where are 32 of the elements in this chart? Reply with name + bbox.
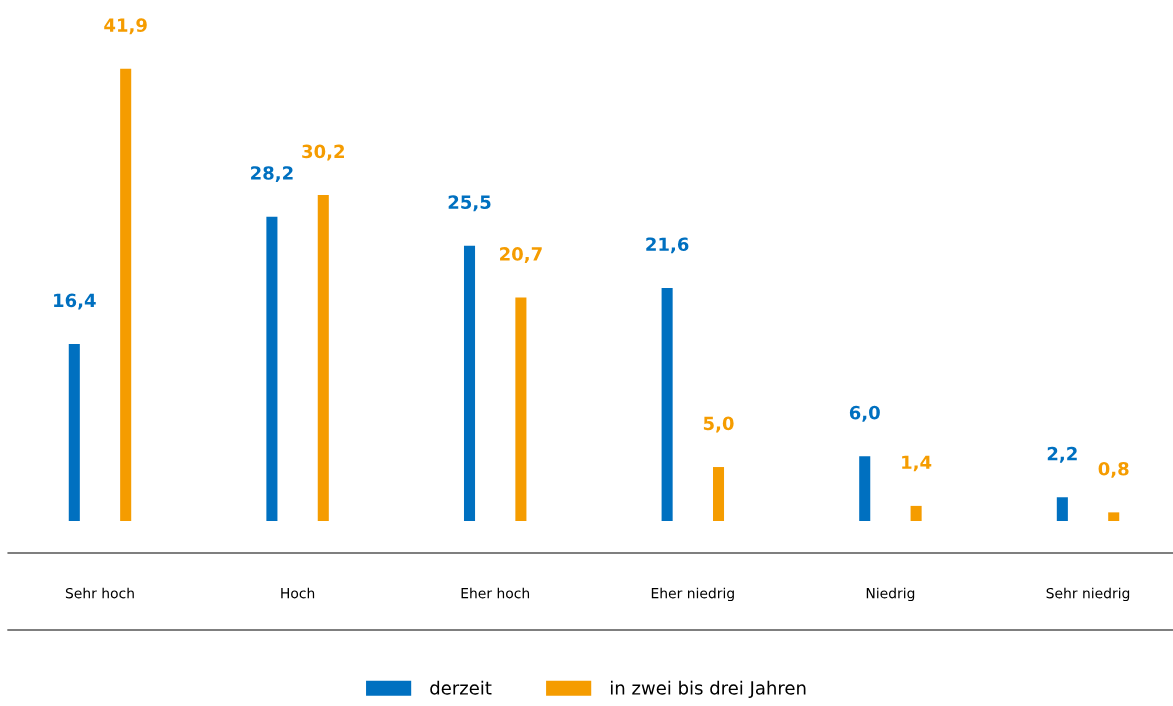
bar bbox=[120, 68, 132, 521]
data-label: 16,4 bbox=[54, 293, 96, 310]
bar bbox=[463, 245, 476, 521]
data-label: 41,9 bbox=[104, 18, 147, 35]
data-label: 2,2 bbox=[1047, 446, 1077, 463]
data-label: 20,7 bbox=[500, 247, 542, 264]
bar bbox=[910, 505, 922, 521]
bar bbox=[859, 456, 871, 521]
legend-label: in zwei bis drei Jahren bbox=[610, 680, 806, 699]
data-label: 5,0 bbox=[703, 416, 734, 433]
data-label: 25,5 bbox=[448, 195, 491, 212]
bar bbox=[266, 216, 278, 521]
bar bbox=[1108, 512, 1120, 521]
x-tick-label: Hoch bbox=[281, 587, 315, 599]
legend-label: derzeit bbox=[430, 680, 492, 695]
x-tick-label: Sehr niedrig bbox=[1046, 587, 1130, 602]
x-tick-label: Niedrig bbox=[866, 587, 915, 602]
bar bbox=[317, 195, 329, 521]
bar bbox=[515, 297, 527, 521]
bar bbox=[68, 344, 80, 521]
bar bbox=[661, 287, 673, 521]
data-label: 0,8 bbox=[1098, 461, 1129, 478]
bar bbox=[1056, 497, 1068, 521]
data-label: 6,0 bbox=[849, 405, 880, 422]
data-label: 1,4 bbox=[902, 455, 932, 472]
x-tick-label: Eher niedrig bbox=[651, 587, 734, 602]
x-tick-label: Sehr hoch bbox=[65, 587, 134, 599]
x-tick-label: Eher hoch bbox=[461, 587, 530, 599]
bar bbox=[712, 467, 725, 521]
data-label: 21,6 bbox=[646, 237, 689, 254]
data-label: 28,2 bbox=[251, 166, 293, 183]
data-label: 30,2 bbox=[302, 144, 344, 161]
